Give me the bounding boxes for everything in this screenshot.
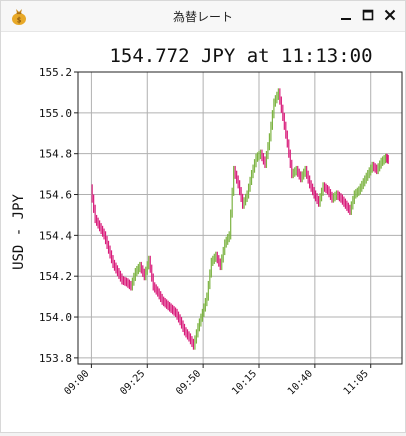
maximize-icon[interactable] — [359, 6, 377, 24]
y-tick-label: 154.6 — [39, 189, 72, 202]
y-tick-label: 154.8 — [39, 148, 72, 161]
y-tick-label: 155.0 — [39, 107, 72, 120]
close-icon[interactable] — [381, 6, 399, 24]
window-title: 為替レート — [172, 10, 233, 24]
x-tick-label: 10:40 — [286, 368, 315, 397]
y-tick-label: 154.4 — [39, 229, 72, 242]
x-tick-label: 11:05 — [342, 368, 371, 397]
price-bars — [91, 88, 389, 350]
title-bar[interactable]: $ 為替レート — [1, 1, 405, 32]
x-tick-label: 09:00 — [62, 368, 91, 397]
y-axis-label: USD - JPY — [11, 194, 27, 270]
chart-area: 154.772 JPY at 11:13:00 USD - JPY 153.8 1… — [1, 32, 405, 432]
y-tick-label: 153.8 — [39, 352, 72, 365]
axis-ticks: 153.8 154.0 154.2 154.4 154.6 154.8 155.0 155.2… — [39, 66, 372, 397]
y-tick-label: 154.2 — [39, 270, 72, 283]
plot-frame — [77, 71, 403, 365]
exchange-rate-chart: 154.772 JPY at 11:13:00 USD - JPY 153.81… — [11, 45, 403, 397]
minimize-icon[interactable] — [337, 6, 355, 24]
y-tick-label: 154.0 — [39, 311, 72, 324]
grid — [78, 71, 402, 364]
x-tick-label: 09:50 — [174, 368, 203, 397]
x-tick-label: 10:15 — [230, 368, 259, 397]
svg-text:$: $ — [17, 16, 22, 25]
y-tick-label: 155.2 — [39, 66, 72, 79]
chart-title: 154.772 JPY at 11:13:00 — [109, 45, 372, 67]
x-tick-label: 09:25 — [118, 368, 147, 397]
money-bag-icon: $ — [9, 6, 29, 26]
